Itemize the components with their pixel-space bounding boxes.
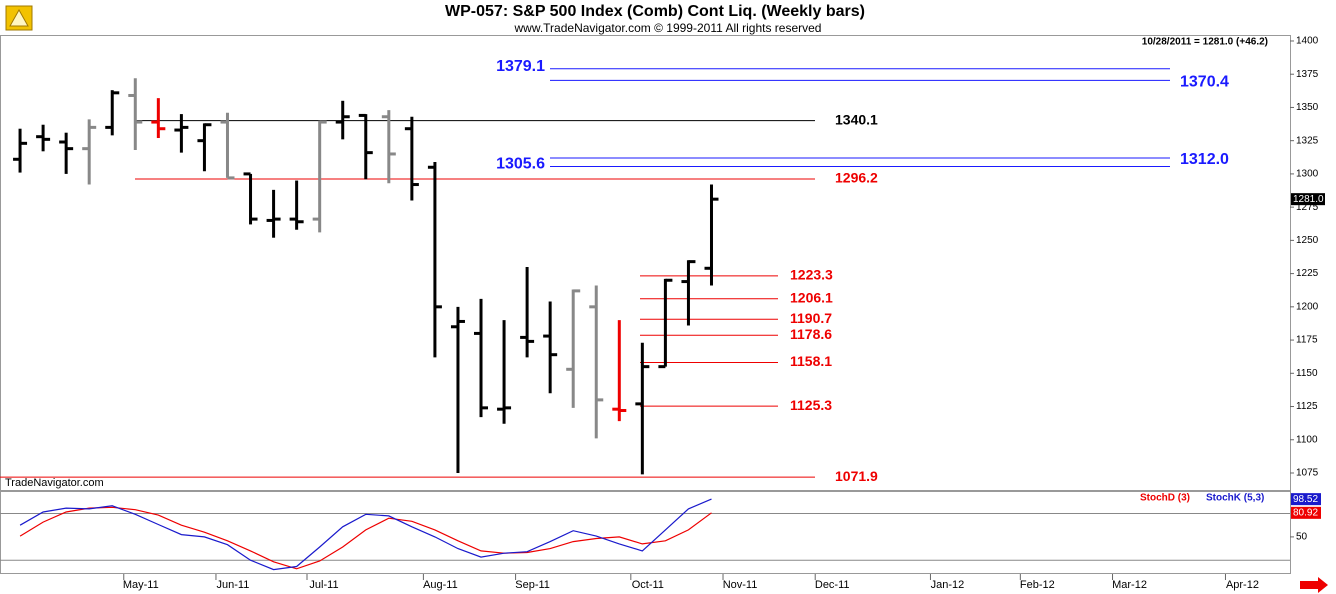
y-tick-label: 1250 [1296,235,1319,246]
level-label: 1190.7 [790,310,832,326]
level-label: 1206.1 [790,289,833,305]
x-tick-label: Aug-11 [423,579,458,591]
x-tick-label: Apr-12 [1226,579,1259,591]
y-tick-label: 1225 [1296,268,1319,279]
level-label: 1370.4 [1180,74,1229,91]
x-tick-label: Oct-11 [632,579,664,591]
last-price-label: 1281.0 [1293,194,1324,205]
x-tick-label: Feb-12 [1020,579,1055,591]
stoch-line [19,506,712,570]
level-label: 1223.3 [790,267,833,283]
x-tick-label: Sep-11 [515,579,550,591]
stoch-tag-label: 80.92 [1293,507,1318,518]
x-tick-label: Nov-11 [723,579,758,591]
y-tick-label: 1325 [1296,135,1319,146]
level-label: 1158.1 [790,353,832,369]
chart-title: WP-057: S&P 500 Index (Comb) Cont Liq. (… [445,3,865,20]
y-tick-label: 1200 [1296,301,1319,312]
level-label: 1125.3 [790,397,832,413]
y-tick-label: 1400 [1296,36,1319,47]
x-tick-label: Jun-11 [217,579,250,591]
subtitle: www.TradeNavigator.com © 1999-2011 All r… [514,21,822,35]
x-tick-label: Mar-12 [1112,579,1147,591]
legend-label: StochK (5,3) [1206,493,1264,504]
y-tick-label: 1275 [1296,202,1319,213]
watermark: TradeNavigator.com [5,477,104,489]
x-tick-label: Jan-12 [931,579,965,591]
y-tick-label: 1175 [1296,335,1318,346]
scroll-arrow[interactable] [1300,577,1328,593]
stoch-panel [0,491,1291,574]
y-tick-label: 1350 [1296,102,1319,113]
level-label: 1312.0 [1180,151,1229,168]
x-tick-label: Dec-11 [815,579,850,591]
stoch-tag [1291,506,1321,519]
info: 10/28/2011 = 1281.0 (+46.2) [1142,37,1268,48]
stoch-tag-label: 98.52 [1293,494,1318,505]
y-tick-label: 1075 [1296,468,1319,479]
level-label: 1340.1 [835,111,878,127]
level-label: 1379.1 [496,58,545,75]
level-label: 1178.6 [790,326,832,342]
y-tick-label: 1300 [1296,169,1319,180]
x-tick-label: Jul-11 [309,579,338,591]
x-tick-label: May-11 [123,579,159,591]
y-tick-label: 1375 [1296,69,1319,80]
stoch-line [19,498,712,571]
stoch-tag [1291,493,1321,506]
legend-label: StochD (3) [1140,493,1190,504]
level-label: 1305.6 [496,156,545,173]
price-panel [0,35,1291,491]
y-tick-label: 1100 [1296,434,1318,445]
y-tick-label: 1150 [1296,368,1318,379]
level-label: 1071.9 [835,468,878,484]
level-label: 1296.2 [835,170,878,186]
y-tick-label: 1125 [1296,401,1318,412]
stoch-tick-label: 50 [1296,532,1308,543]
last-price-tag [1291,193,1325,206]
app-icon [5,5,33,31]
